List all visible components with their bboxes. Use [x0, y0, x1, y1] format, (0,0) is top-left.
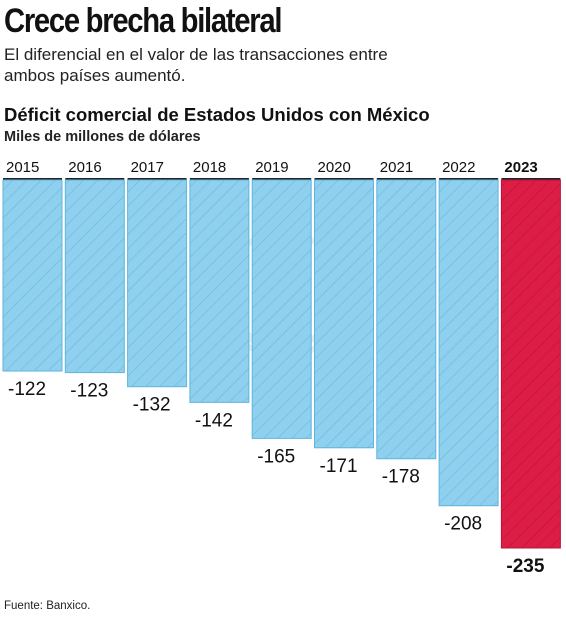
category-label-2015: 2015 — [6, 159, 39, 176]
category-label-2021: 2021 — [380, 159, 413, 176]
bar-2018 — [189, 179, 250, 403]
bar-2015 — [2, 179, 63, 372]
category-label-2019: 2019 — [255, 159, 288, 176]
bars-group: 2015 -122 2016 -123 2017 -132 2018 -142 2019 -165… — [2, 159, 561, 577]
deck-text: El diferencial en el valor de las transa… — [4, 45, 388, 85]
bar-2017 — [127, 179, 188, 388]
value-label-2021: -178 — [382, 467, 420, 488]
source-note: Fuente: Banxico. — [4, 600, 91, 612]
category-label-2020: 2020 — [318, 159, 351, 176]
bar-2019 — [251, 179, 312, 439]
chart-subtitle: Miles de millones de dólares — [4, 129, 201, 145]
value-label-2015: -122 — [8, 379, 46, 400]
value-label-2018: -142 — [195, 410, 233, 431]
category-label-2018: 2018 — [193, 159, 226, 176]
value-label-2016: -123 — [70, 381, 108, 402]
category-label-2023: 2023 — [504, 159, 537, 176]
bar-2023 — [500, 179, 561, 549]
bar-2022 — [438, 179, 499, 507]
bar-2020 — [314, 179, 374, 449]
bar-chart: 2015 -122 2016 -123 2017 -132 2018 -142 2019 -165… — [2, 159, 561, 577]
headline: Crece brecha bilateral — [4, 2, 282, 40]
category-label-2017: 2017 — [131, 159, 164, 176]
bar-2021 — [376, 179, 437, 460]
value-label-2022: -208 — [444, 514, 482, 535]
value-label-2019: -165 — [257, 446, 295, 467]
value-label-2023: -235 — [506, 556, 544, 577]
bar-2016 — [64, 179, 125, 374]
category-label-2022: 2022 — [442, 159, 475, 176]
value-label-2020: -171 — [320, 456, 358, 477]
chart-title: Déficit comercial de Estados Unidos con … — [4, 104, 430, 125]
category-label-2016: 2016 — [68, 159, 101, 176]
value-label-2017: -132 — [133, 395, 171, 416]
